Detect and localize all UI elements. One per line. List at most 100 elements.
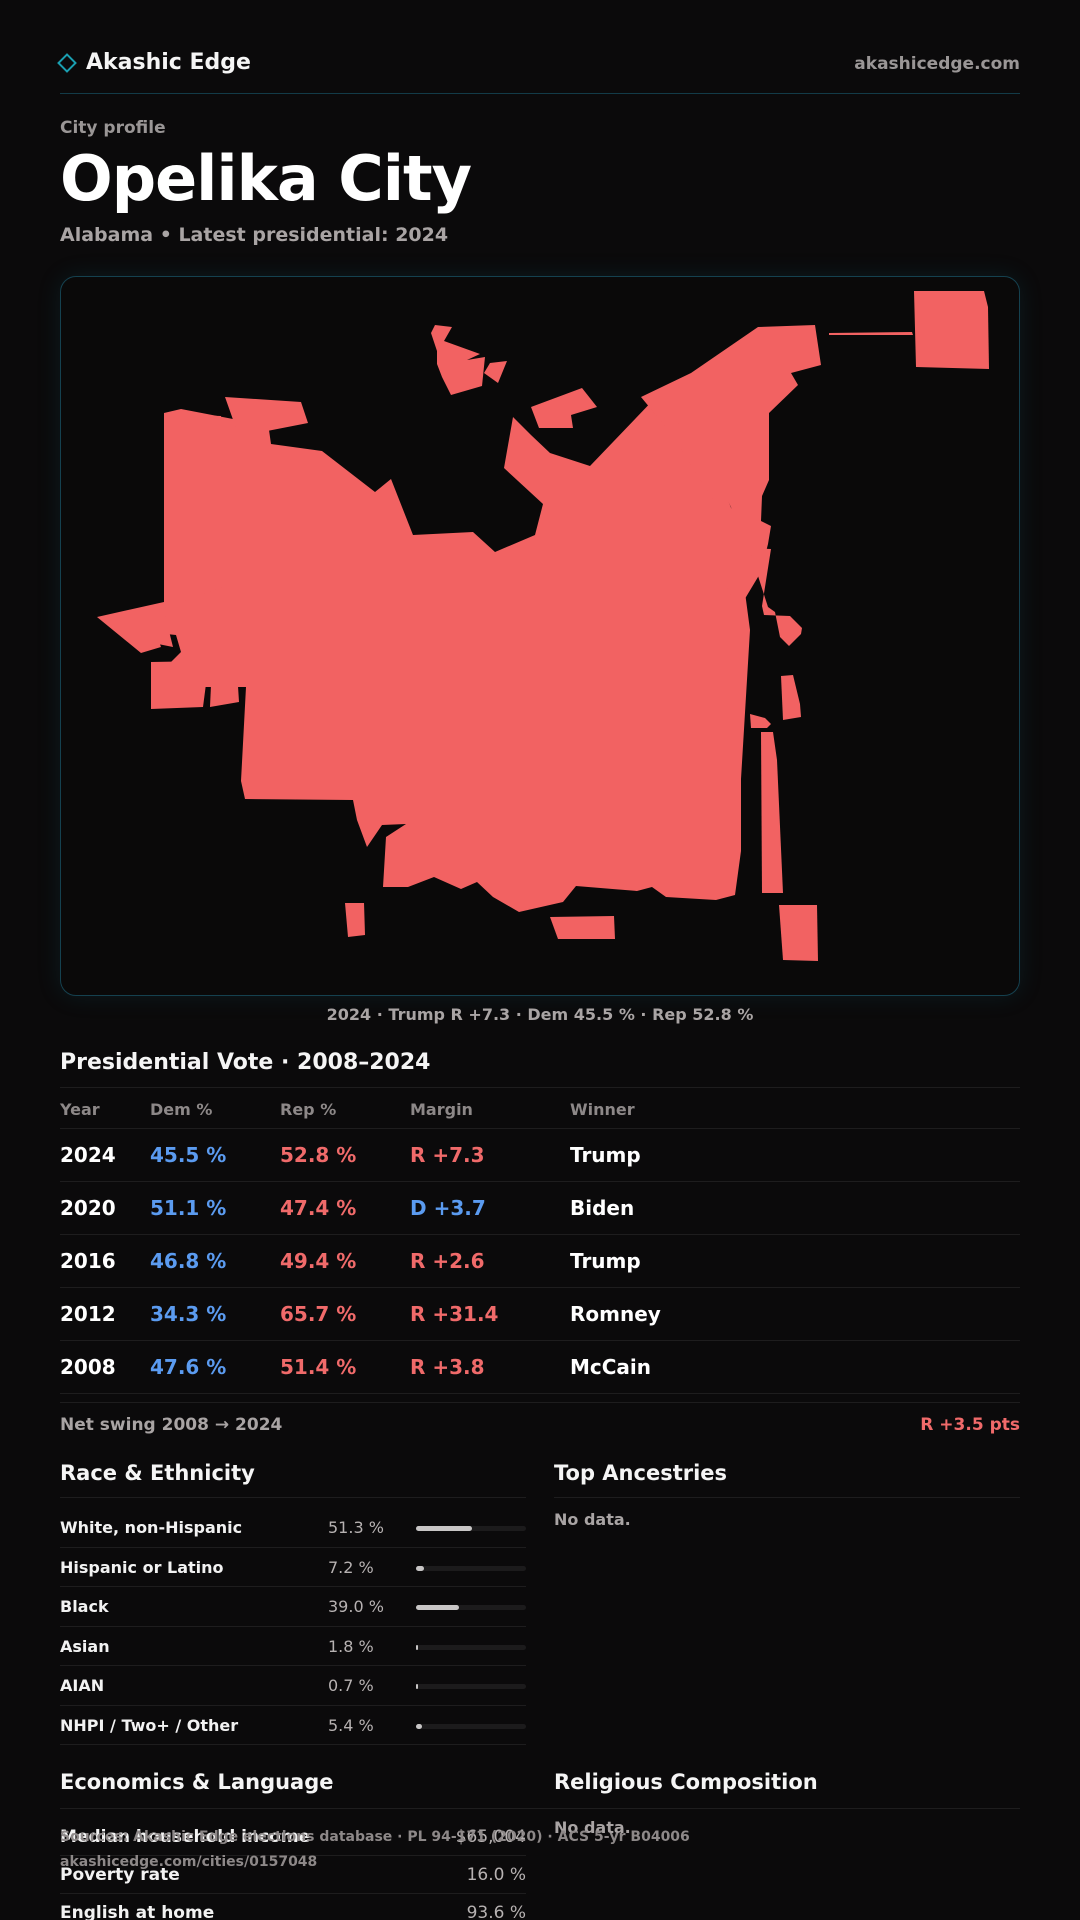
list-item: NHPI / Two+ / Other 5.4 % [60,1706,526,1745]
race-label: White, non-Hispanic [60,1518,243,1537]
boundary-northeast-arm [641,325,821,621]
boundary-west-tail [155,587,222,624]
table-row: 2012 34.3 % 65.7 % R +31.4 Romney [60,1288,1020,1341]
column-header-margin: Margin [410,1100,473,1119]
net-swing-row: Net swing 2008 → 2024 R +3.5 pts [60,1402,1020,1442]
race-bar-track [416,1526,526,1531]
boundary-east-fragment [750,714,771,728]
page-subtitle: Alabama • Latest presidential: 2024 [60,224,449,246]
race-bar-fill [416,1605,459,1610]
religion-divider [554,1808,1020,1809]
year-cell: 2020 [60,1196,116,1220]
race-section-title: Race & Ethnicity [60,1461,255,1485]
list-item: Asian 1.8 % [60,1627,526,1666]
boundary-west-tail-2 [210,670,239,707]
race-bar-track [416,1565,526,1571]
boundary-notch [151,661,209,709]
list-item: AIAN 0.7 % [60,1666,526,1706]
race-percent: 7.2 % [328,1557,374,1577]
winner-cell: Biden [570,1196,635,1220]
race-label: Hispanic or Latino [60,1557,224,1577]
race-percent: 1.8 % [328,1636,374,1656]
list-item: Black 39.0 % [60,1587,526,1627]
margin-cell: R +3.8 [410,1355,485,1379]
race-label: Asian [60,1636,110,1656]
boundary-southwest-tab [345,903,365,937]
net-swing-value: R +3.5 pts [920,1415,1020,1435]
winner-cell: Trump [570,1143,641,1167]
presidential-section-title: Presidential Vote · 2008–2024 [60,1050,431,1075]
presidential-table: Year Dem % Rep % Margin Winner 2024 45.5 … [60,1087,1020,1394]
year-cell: 2008 [60,1355,116,1379]
race-percent: 51.3 % [328,1518,384,1537]
map-caption: 2024 · Trump R +7.3 · Dem 45.5 % · Rep 5… [326,1005,754,1024]
site-header: Akashic Edge akashicedge.com [57,48,1020,94]
rep-pct-cell: 52.8 % [280,1143,357,1167]
rep-pct-cell: 51.4 % [280,1355,357,1379]
table-row: 2024 45.5 % 52.8 % R +7.3 Trump [60,1129,1020,1182]
boundary-west-lobe [164,414,223,463]
dem-pct-cell: 34.3 % [150,1302,227,1326]
race-bar-fill [416,1684,419,1689]
city-boundary-shape [97,291,989,961]
list-item: White, non-Hispanic 51.3 % [60,1508,526,1548]
boundary-north-fragment-2 [484,361,507,383]
race-percent: 39.0 % [328,1597,384,1616]
year-cell: 2012 [60,1302,116,1326]
footer-sources: Sources: Akashic Edge elections database… [60,1829,690,1845]
race-bar-fill [416,1526,473,1531]
ancestries-divider [554,1497,1020,1498]
rep-pct-cell: 65.7 % [280,1302,357,1326]
race-label: NHPI / Two+ / Other [60,1715,239,1735]
footer-url-link[interactable]: akashicedge.com/cities/0157048 [60,1854,318,1870]
boundary-main [97,393,768,912]
rep-pct-cell: 49.4 % [280,1249,357,1273]
race-divider [60,1497,526,1498]
race-bar-track [416,1605,526,1610]
race-bar-fill [416,1723,422,1729]
dem-pct-cell: 46.8 % [150,1249,227,1273]
boundary-east-cluster [749,548,802,646]
economics-list: Median household income $65,004 Poverty ra… [60,1818,526,1920]
page-eyebrow: City profile [60,118,166,138]
boundary-south-tab [779,905,818,961]
race-label: AIAN [60,1676,105,1695]
economics-divider [60,1808,596,1809]
race-bar-fill [416,1644,419,1650]
race-percent: 0.7 % [328,1676,374,1695]
race-bar-track [416,1723,526,1729]
race-list: White, non-Hispanic 51.3 % Hispanic or Lat… [60,1508,526,1745]
boundary-far-northeast [914,291,989,369]
boundary-south-spur-2 [550,916,615,939]
column-header-rep: Rep % [280,1100,337,1119]
race-bar-fill [416,1565,424,1571]
race-bar-track [416,1684,526,1689]
economics-section-title: Economics & Language [60,1770,334,1794]
economics-value: 93.6 % [466,1903,526,1920]
table-header-row: Year Dem % Rep % Margin Winner [60,1087,1020,1129]
religion-empty-text: No data. [554,1818,631,1837]
boundary-south-spur [761,732,783,893]
list-item: Poverty rate 16.0 % [60,1856,526,1894]
boundary-northwest [225,397,308,435]
margin-cell: D +3.7 [410,1196,486,1220]
brand[interactable]: Akashic Edge [57,50,251,75]
year-cell: 2016 [60,1249,116,1273]
economics-label: English at home [60,1903,215,1920]
boundary-north-fragment [431,325,485,395]
ancestries-section-title: Top Ancestries [554,1461,728,1485]
site-domain-link[interactable]: akashicedge.com [854,54,1020,74]
dem-pct-cell: 51.1 % [150,1196,227,1220]
winner-cell: Trump [570,1249,641,1273]
list-item: Hispanic or Latino 7.2 % [60,1548,526,1587]
year-cell: 2024 [60,1143,116,1167]
race-label: Black [60,1597,109,1616]
race-percent: 5.4 % [328,1715,374,1735]
table-row: 2016 46.8 % 49.4 % R +2.6 Trump [60,1235,1020,1288]
race-bar-track [416,1644,526,1650]
dem-pct-cell: 47.6 % [150,1355,227,1379]
margin-cell: R +7.3 [410,1143,485,1167]
margin-cell: R +31.4 [410,1302,499,1326]
economics-label: Median household income [60,1827,311,1847]
table-row: 2008 47.6 % 51.4 % R +3.8 McCain [60,1341,1020,1394]
